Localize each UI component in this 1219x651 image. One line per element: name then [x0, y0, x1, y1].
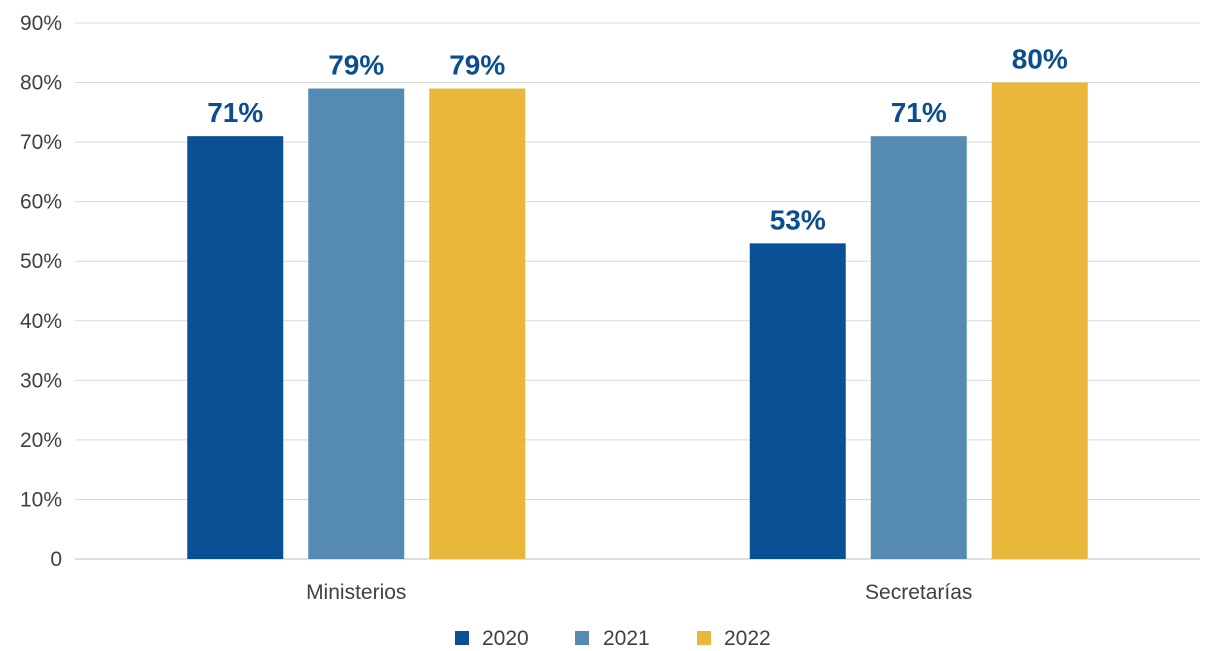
- bar-2022-1: [429, 88, 526, 559]
- legend-label: 2022: [724, 627, 771, 650]
- bars: [187, 82, 1088, 560]
- data-label: 71%: [891, 97, 947, 128]
- bar-2021-2: [870, 136, 967, 559]
- legend-swatch: [697, 631, 711, 645]
- data-labels: 71% 79% 79% 53% 71% 80%: [207, 44, 1068, 236]
- y-tick-label: 80%: [20, 72, 62, 95]
- y-tick-label: 60%: [20, 191, 62, 214]
- bar-2020-1: [187, 136, 284, 559]
- y-tick-label: 0: [50, 548, 62, 571]
- y-axis: 0 10% 20% 30% 40% 50% 60% 70% 80% 90%: [20, 12, 62, 571]
- y-tick-label: 70%: [20, 131, 62, 154]
- y-tick-label: 10%: [20, 488, 62, 511]
- bar-2022-2: [991, 82, 1088, 560]
- legend-label: 2020: [482, 627, 529, 650]
- legend: 2020 2021 2022: [455, 627, 771, 650]
- y-tick-label: 20%: [20, 429, 62, 452]
- y-tick-label: 50%: [20, 250, 62, 273]
- y-tick-label: 40%: [20, 310, 62, 333]
- legend-item-2022: 2022: [697, 627, 771, 650]
- x-tick-label: Secretarías: [865, 581, 972, 604]
- legend-label: 2021: [603, 627, 650, 650]
- x-tick-label: Ministerios: [306, 581, 406, 604]
- legend-item-2021: 2021: [575, 627, 650, 650]
- x-axis: Ministerios Secretarías: [306, 581, 972, 604]
- legend-item-2020: 2020: [455, 627, 529, 650]
- data-label: 80%: [1012, 44, 1068, 75]
- bar-2021-1: [308, 88, 405, 559]
- legend-swatch: [455, 631, 469, 645]
- data-label: 71%: [207, 97, 263, 128]
- y-tick-label: 90%: [20, 12, 62, 35]
- bar-2020-2: [749, 243, 846, 559]
- data-label: 79%: [449, 50, 505, 81]
- y-tick-label: 30%: [20, 369, 62, 392]
- legend-swatch: [575, 631, 589, 645]
- data-label: 79%: [328, 50, 384, 81]
- data-label: 53%: [770, 204, 826, 235]
